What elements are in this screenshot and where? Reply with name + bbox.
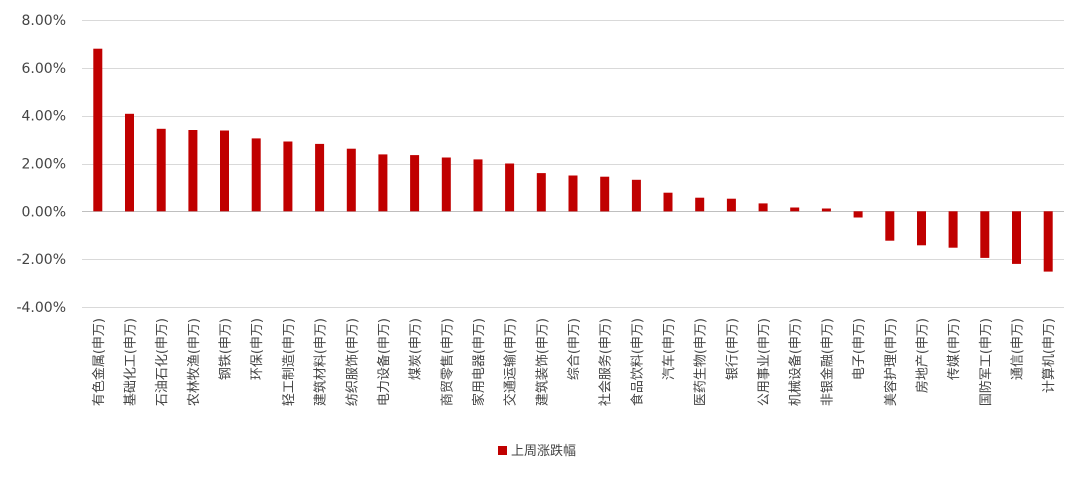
x-category-label: 纺织服饰(申万) — [345, 318, 360, 406]
bar — [663, 192, 673, 212]
x-category-label: 汽车(申万) — [661, 318, 677, 380]
bar — [441, 157, 451, 212]
y-tick-label: 6.00% — [22, 61, 66, 77]
bar — [600, 176, 610, 212]
bar — [93, 48, 103, 212]
bar — [125, 113, 134, 212]
y-tick-label: 8.00% — [22, 13, 66, 29]
y-tick-label: -2.00% — [16, 252, 66, 268]
legend-label: 上周涨跌幅 — [511, 443, 576, 459]
bars — [93, 48, 1053, 272]
y-tick-label: -4.00% — [16, 300, 66, 316]
bar — [505, 163, 515, 212]
x-category-label: 电子(申万) — [852, 318, 867, 380]
x-category-label: 综合(申万) — [567, 318, 582, 380]
bar — [980, 211, 990, 258]
bar — [695, 197, 705, 212]
bar — [188, 130, 198, 212]
x-category-label: 环保(申万) — [250, 318, 265, 380]
legend: 上周涨跌幅 — [498, 443, 576, 459]
x-category-label: 有色金属(申万) — [91, 318, 107, 406]
bar — [1043, 211, 1053, 272]
x-category-label: 建筑材料(申万) — [313, 318, 329, 406]
bar — [346, 148, 356, 212]
x-category-label: 交通运输(申万) — [503, 318, 519, 406]
y-tick-label: 4.00% — [22, 109, 66, 125]
bar — [283, 141, 293, 212]
bar — [568, 175, 578, 212]
x-category-label: 商贸零售(申万) — [439, 318, 455, 406]
bar — [315, 143, 325, 212]
x-category-label: 通信(申万) — [1011, 318, 1026, 380]
bar — [948, 211, 958, 248]
x-category-label: 农林牧渔(申万) — [187, 318, 202, 406]
x-category-label: 传媒(申万) — [947, 318, 962, 380]
x-category-label: 医药生物(申万) — [694, 318, 709, 406]
x-category-label: 美容护理(申万) — [883, 318, 899, 406]
bar — [790, 207, 800, 212]
bar — [220, 130, 229, 212]
bar — [631, 179, 641, 212]
bar — [917, 211, 926, 246]
bar — [821, 208, 831, 212]
bar — [156, 128, 166, 212]
x-category-label: 机械设备(申万) — [788, 318, 804, 406]
x-category-label: 银行(申万) — [725, 318, 740, 380]
bar — [378, 154, 388, 212]
x-category-label: 食品饮料(申万) — [629, 318, 645, 406]
bar — [473, 159, 483, 212]
y-tick-label: 0.00% — [22, 204, 66, 220]
bar — [251, 138, 261, 212]
bar — [726, 198, 736, 212]
x-category-label: 电力设备(申万) — [376, 318, 392, 406]
x-category-label: 轻工制造(申万) — [282, 318, 297, 406]
x-category-label: 国防军工(申万) — [978, 318, 994, 406]
x-category-label: 石油石化(申万) — [155, 318, 170, 406]
gridlines — [82, 20, 1064, 308]
y-tick-label: 2.00% — [22, 157, 66, 173]
x-category-label: 家用电器(申万) — [471, 318, 487, 406]
x-category-label: 非银金融(申万) — [819, 318, 835, 406]
x-axis-category-labels: 有色金属(申万) 基础化工(申万) 石油石化(申万) 农林牧渔(申万) 钢铁(申万) 环保… — [91, 318, 1057, 406]
x-category-label: 计算机(申万) — [1042, 318, 1057, 393]
bar — [758, 203, 768, 212]
bar — [1012, 211, 1021, 264]
legend-swatch — [498, 446, 507, 455]
bar — [410, 155, 420, 212]
x-category-label: 公用事业(申万) — [757, 318, 772, 406]
bar — [885, 211, 895, 241]
bar — [853, 211, 863, 218]
bar — [536, 173, 546, 212]
x-category-label: 基础化工(申万) — [124, 318, 139, 406]
x-category-label: 煤炭(申万) — [409, 318, 424, 380]
y-axis-tick-labels: 8.00% 6.00% 4.00% 2.00% 0.00% -2.00% -4.00% — [16, 13, 66, 316]
x-category-label: 社会服务(申万) — [598, 318, 614, 406]
x-category-label: 房地产(申万) — [915, 318, 931, 393]
x-category-label: 钢铁(申万) — [219, 318, 234, 380]
x-category-label: 建筑装饰(申万) — [534, 318, 550, 406]
